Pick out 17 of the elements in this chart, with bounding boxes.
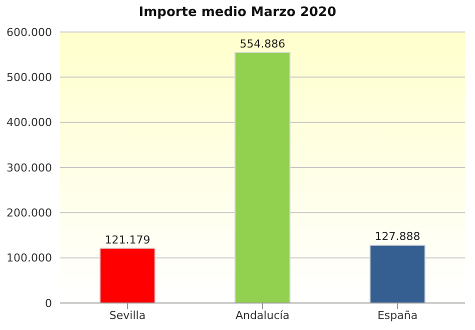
y-tick-label: 400.000 — [6, 116, 52, 130]
y-tick-label: 600.000 — [6, 26, 52, 39]
chart-title: Importe medio Marzo 2020 — [138, 5, 336, 20]
x-tick-label: España — [377, 308, 418, 322]
y-tick-label: 500.000 — [6, 71, 52, 84]
y-tick-label: 200.000 — [6, 206, 52, 220]
bar — [370, 244, 426, 303]
x-tick-label: Sevilla — [109, 308, 146, 322]
bar — [234, 52, 290, 303]
y-tick-label: 100.000 — [6, 252, 52, 265]
data-label: 554.886 — [240, 37, 286, 50]
data-label: 127.888 — [374, 230, 420, 244]
x-tick-label: Andalucía — [235, 308, 290, 322]
y-tick-label: 0 — [45, 296, 52, 310]
data-label: 121.179 — [104, 233, 150, 246]
bar — [100, 248, 156, 303]
y-tick-label: 300.000 — [6, 161, 52, 174]
